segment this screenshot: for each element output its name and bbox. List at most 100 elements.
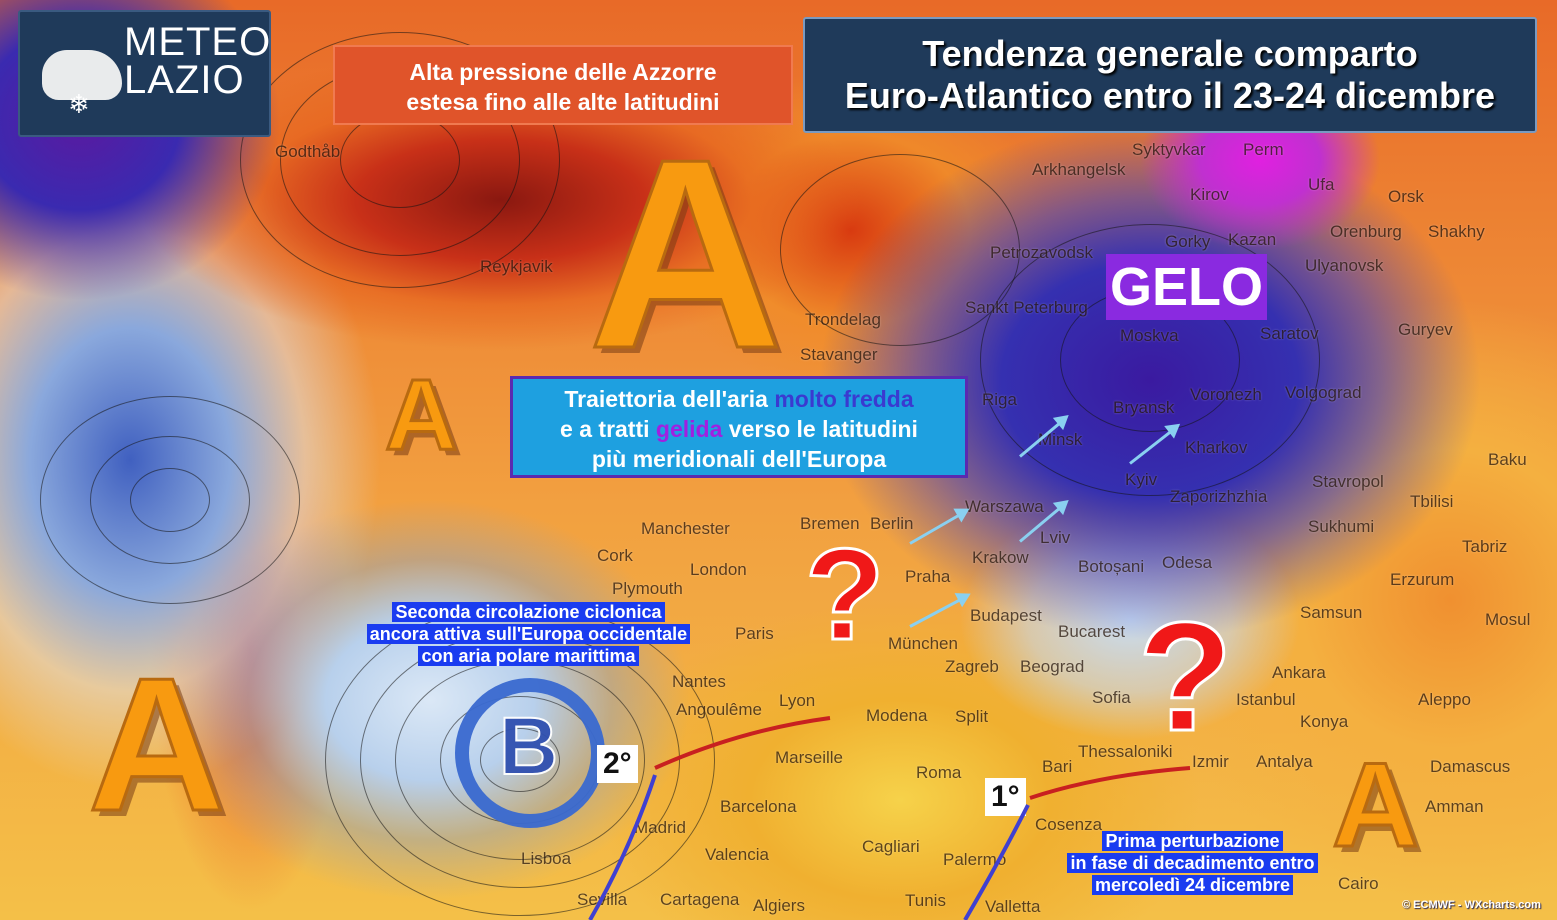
cyclone-note-line3: con aria polare marittima (418, 646, 639, 666)
isobar (240, 32, 560, 288)
city-label: Konya (1300, 712, 1349, 731)
city-label: Madrid (634, 818, 686, 837)
city-label: Botoșani (1078, 557, 1145, 576)
city-label: Baku (1488, 450, 1527, 469)
perturbation-note-line2: in fase di decadimento entro (1067, 853, 1318, 873)
city-label: Orsk (1388, 187, 1424, 206)
city-label: Volgograd (1285, 383, 1362, 402)
gelo-label: GELO (1106, 254, 1267, 320)
city-label: Nantes (672, 672, 726, 691)
city-label: Tabriz (1462, 537, 1508, 556)
city-label: Lisboa (521, 849, 572, 868)
isobar (40, 396, 300, 604)
city-label: Stavanger (800, 345, 878, 364)
city-label: Cartagena (660, 890, 740, 909)
city-label: Lyon (779, 691, 816, 710)
azores-box-line2: estesa fino alle alte latitudini (406, 89, 720, 115)
city-label: Ulyanovsk (1305, 256, 1384, 275)
city-label: Zagreb (945, 657, 999, 676)
cold-front-west (588, 774, 657, 920)
city-label: Thessaloniki (1078, 742, 1173, 761)
city-label: Reykjavik (480, 257, 553, 276)
perturbation-note-line1: Prima perturbazione (1102, 831, 1283, 851)
city-label: Plymouth (612, 579, 683, 598)
city-label: Saratov (1260, 324, 1319, 343)
temp-label-west: 2° (597, 745, 638, 783)
cold-front-south (963, 804, 1030, 920)
city-label: Trondelag (805, 310, 881, 329)
city-label: Cairo (1338, 874, 1379, 893)
city-label: Voronezh (1190, 385, 1262, 404)
high-pressure-symbol-atlantic: A (383, 359, 458, 471)
low-pressure-letter: B (498, 701, 559, 792)
city-label: Odesa (1162, 553, 1213, 572)
city-label: Lviv (1040, 528, 1071, 547)
warm-front-west (654, 716, 831, 770)
isobar (780, 154, 1020, 346)
city-label: Cork (597, 546, 633, 565)
city-label: Valencia (705, 845, 769, 864)
city-label: Petrozavodsk (990, 243, 1093, 262)
city-label: Erzurum (1390, 570, 1455, 589)
city-label: München (888, 634, 958, 653)
city-label: Split (955, 707, 989, 726)
city-label: Berlin (870, 514, 914, 533)
city-label: Valletta (985, 897, 1041, 916)
title-line1: Tendenza generale comparto (922, 33, 1418, 74)
isobar (980, 224, 1320, 496)
cyclone-note-line2: ancora attiva sull'Europa occidentale (366, 624, 691, 644)
city-label: Praha (905, 567, 951, 586)
city-label: Roma (916, 763, 962, 782)
logo-text-lazio: LAZIO (124, 58, 245, 102)
city-label: Krakow (972, 548, 1029, 567)
city-label: Samsun (1300, 603, 1363, 622)
cyclone-note: Seconda circolazione ciclonica ancora at… (356, 601, 701, 667)
high-pressure-symbol-main: A (587, 104, 785, 405)
city-label: Bari (1042, 757, 1073, 776)
city-label: Ankara (1272, 663, 1326, 682)
highlight-molto-fredda: molto fredda (774, 386, 914, 412)
city-label: Modena (866, 706, 928, 725)
trajectory-line2: e a tratti gelida verso le latitudini (513, 414, 965, 444)
trajectory-box: Traiettoria dell'aria molto fredda e a t… (510, 376, 968, 478)
city-label: Paris (735, 624, 774, 643)
city-label: Stavropol (1312, 472, 1384, 491)
city-label: Tbilisi (1410, 492, 1454, 511)
city-label: Amman (1425, 797, 1484, 816)
city-label: Gorky (1165, 232, 1211, 251)
logo-text-meteo: METEO (124, 20, 272, 64)
city-label: Zaporizhzhia (1170, 487, 1268, 506)
trajectory-line1: Traiettoria dell'aria molto fredda (513, 384, 965, 414)
azores-box: Alta pressione delle Azzorre estesa fino… (333, 45, 793, 125)
city-label: Syktyvkar (1132, 140, 1206, 159)
city-label: Ufa (1308, 175, 1335, 194)
city-label: Riga (982, 390, 1017, 409)
perturbation-note: Prima perturbazione in fase di decadimen… (1060, 830, 1325, 896)
city-label: Istanbul (1236, 690, 1296, 709)
cyclone-note-line1: Seconda circolazione ciclonica (392, 602, 665, 622)
city-label: London (690, 560, 747, 579)
temp-label-south: 1° (985, 778, 1026, 816)
perturbation-note-line3: mercoledì 24 dicembre (1091, 875, 1294, 895)
city-label: Moskva (1120, 326, 1179, 345)
city-label: Warszawa (965, 497, 1044, 516)
city-label: Mosul (1485, 610, 1531, 629)
city-label: Guryev (1398, 320, 1453, 339)
city-label: Cagliari (862, 837, 920, 856)
question-mark-east: ? (1137, 590, 1235, 763)
city-label: Bryansk (1113, 398, 1175, 417)
city-label: Orenburg (1330, 222, 1402, 241)
city-label: Budapest (970, 606, 1042, 625)
city-label: Minsk (1038, 430, 1083, 449)
city-label: Kirov (1190, 185, 1229, 204)
city-label: Perm (1243, 140, 1284, 159)
city-label: Kyiv (1125, 470, 1158, 489)
city-label: Sukhumi (1308, 517, 1375, 536)
city-label: Shakhy (1428, 222, 1485, 241)
city-label: Manchester (641, 519, 730, 538)
city-label: Barcelona (720, 797, 797, 816)
city-label: Angoulême (676, 700, 763, 719)
title-line2: Euro-Atlantico entro il 23-24 dicembre (844, 75, 1496, 116)
city-label: Kharkov (1185, 438, 1248, 457)
